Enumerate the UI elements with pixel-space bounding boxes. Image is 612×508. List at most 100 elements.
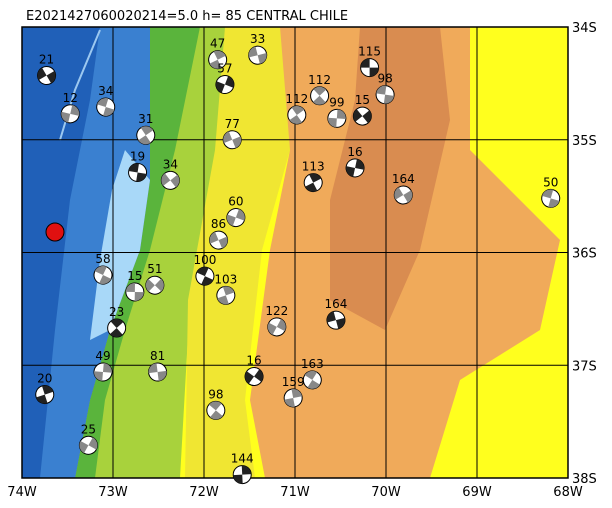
lat-label: 36S [572, 247, 597, 262]
focal-mechanism [125, 282, 145, 302]
focal-mechanism [345, 158, 365, 178]
depth-label: 58 [95, 252, 110, 266]
lon-label: 70W [371, 485, 401, 500]
focal-mechanism [244, 367, 264, 387]
depth-label: 25 [81, 422, 96, 436]
focal-mechanism [216, 285, 236, 305]
beachball-compression [61, 105, 80, 123]
depth-label: 31 [138, 112, 153, 126]
focal-mechanism [248, 45, 268, 65]
beachball-compression [94, 363, 112, 381]
highlight-event [45, 222, 65, 242]
depth-label: 77 [225, 117, 240, 131]
beachball-compression [208, 401, 223, 420]
beachball-compression [223, 131, 242, 149]
beachball-compression [145, 278, 164, 292]
beachball-compression [284, 388, 303, 407]
depth-label: 33 [250, 32, 265, 46]
depth-label: 115 [358, 45, 381, 59]
focal-mechanism [215, 75, 235, 95]
beachball-compression [109, 319, 124, 338]
beachball-compression [79, 437, 98, 454]
focal-mechanism [222, 130, 242, 150]
focal-mechanism [310, 86, 330, 106]
beachball-compression [36, 385, 54, 404]
focal-mechanism [375, 85, 395, 105]
focal-mechanism [37, 65, 57, 85]
depth-label: 164 [324, 297, 347, 311]
beachball-compression [248, 46, 267, 64]
focal-mechanism [352, 106, 372, 126]
beachball-compression [128, 163, 147, 182]
beachball-compression [226, 209, 245, 227]
beachball-compression [289, 105, 305, 124]
beachball-compression [196, 267, 214, 286]
lon-label: 69W [462, 485, 492, 500]
focal-mechanism [208, 50, 228, 70]
depth-label: 164 [392, 172, 415, 186]
depth-label: 112 [308, 73, 331, 87]
beachball-compression [326, 311, 345, 329]
depth-label: 21 [39, 52, 54, 66]
map-title: E2021427060020214=5.0 h= 85 CENTRAL CHIL… [26, 9, 348, 24]
beachball-compression [360, 58, 379, 77]
focal-mechanism [128, 162, 148, 182]
beachball-compression [215, 76, 234, 93]
beachball-compression [304, 370, 320, 389]
depth-label: 99 [329, 95, 344, 109]
depth-label: 163 [301, 357, 324, 371]
focal-mechanism [195, 266, 215, 286]
focal-mechanism [145, 275, 165, 295]
depth-label: 16 [347, 145, 362, 159]
focal-mechanism [283, 388, 303, 408]
beachball-compression [138, 126, 154, 145]
lat-label: 38S [572, 472, 597, 487]
depth-label: 100 [193, 253, 216, 267]
focal-mechanism [96, 97, 116, 117]
lon-label: 74W [7, 485, 37, 500]
lon-label: 72W [189, 485, 219, 500]
beachball-compression [233, 465, 252, 484]
beachball-compression [125, 282, 144, 301]
depth-label: 34 [163, 157, 178, 171]
lon-label: 68W [553, 485, 583, 500]
beachball-compression [327, 109, 346, 128]
focal-mechanism [393, 185, 413, 205]
beachball-compression [376, 85, 395, 104]
focal-mechanism [60, 104, 80, 124]
beachball-compression [394, 187, 413, 203]
depth-label: 159 [282, 375, 305, 389]
beachball-compression [148, 363, 167, 381]
depth-label: 23 [109, 305, 124, 319]
focal-mechanism [287, 105, 307, 125]
depth-label: 113 [302, 160, 325, 174]
depth-label: 15 [355, 93, 370, 107]
focal-mechanism [160, 170, 180, 190]
depth-label: 57 [217, 62, 232, 76]
focal-mechanism [226, 208, 246, 228]
depth-label: 144 [231, 452, 254, 466]
beachball-compression [305, 173, 322, 192]
focal-mechanism [78, 435, 98, 455]
depth-label: 60 [228, 195, 243, 209]
map-frame [21, 26, 569, 479]
beachball-compression [312, 86, 327, 105]
focal-mechanism [302, 370, 322, 390]
focal-mechanism [148, 362, 168, 382]
depth-label: 86 [211, 217, 226, 231]
focal-mechanism [107, 318, 127, 338]
depth-label: 50 [543, 175, 558, 189]
lat-label: 37S [572, 359, 597, 374]
focal-mechanism [541, 188, 561, 208]
beachball-compression [37, 67, 56, 84]
beachball-compression [346, 159, 365, 177]
beachball-compression [94, 266, 112, 285]
depth-label: 20 [37, 372, 52, 386]
depth-label: 47 [210, 37, 225, 51]
depth-label: 16 [246, 354, 261, 368]
focal-mechanism [209, 230, 229, 250]
beachball-compression [245, 369, 264, 384]
focal-mechanism [326, 310, 346, 330]
depth-label: 103 [214, 272, 237, 286]
